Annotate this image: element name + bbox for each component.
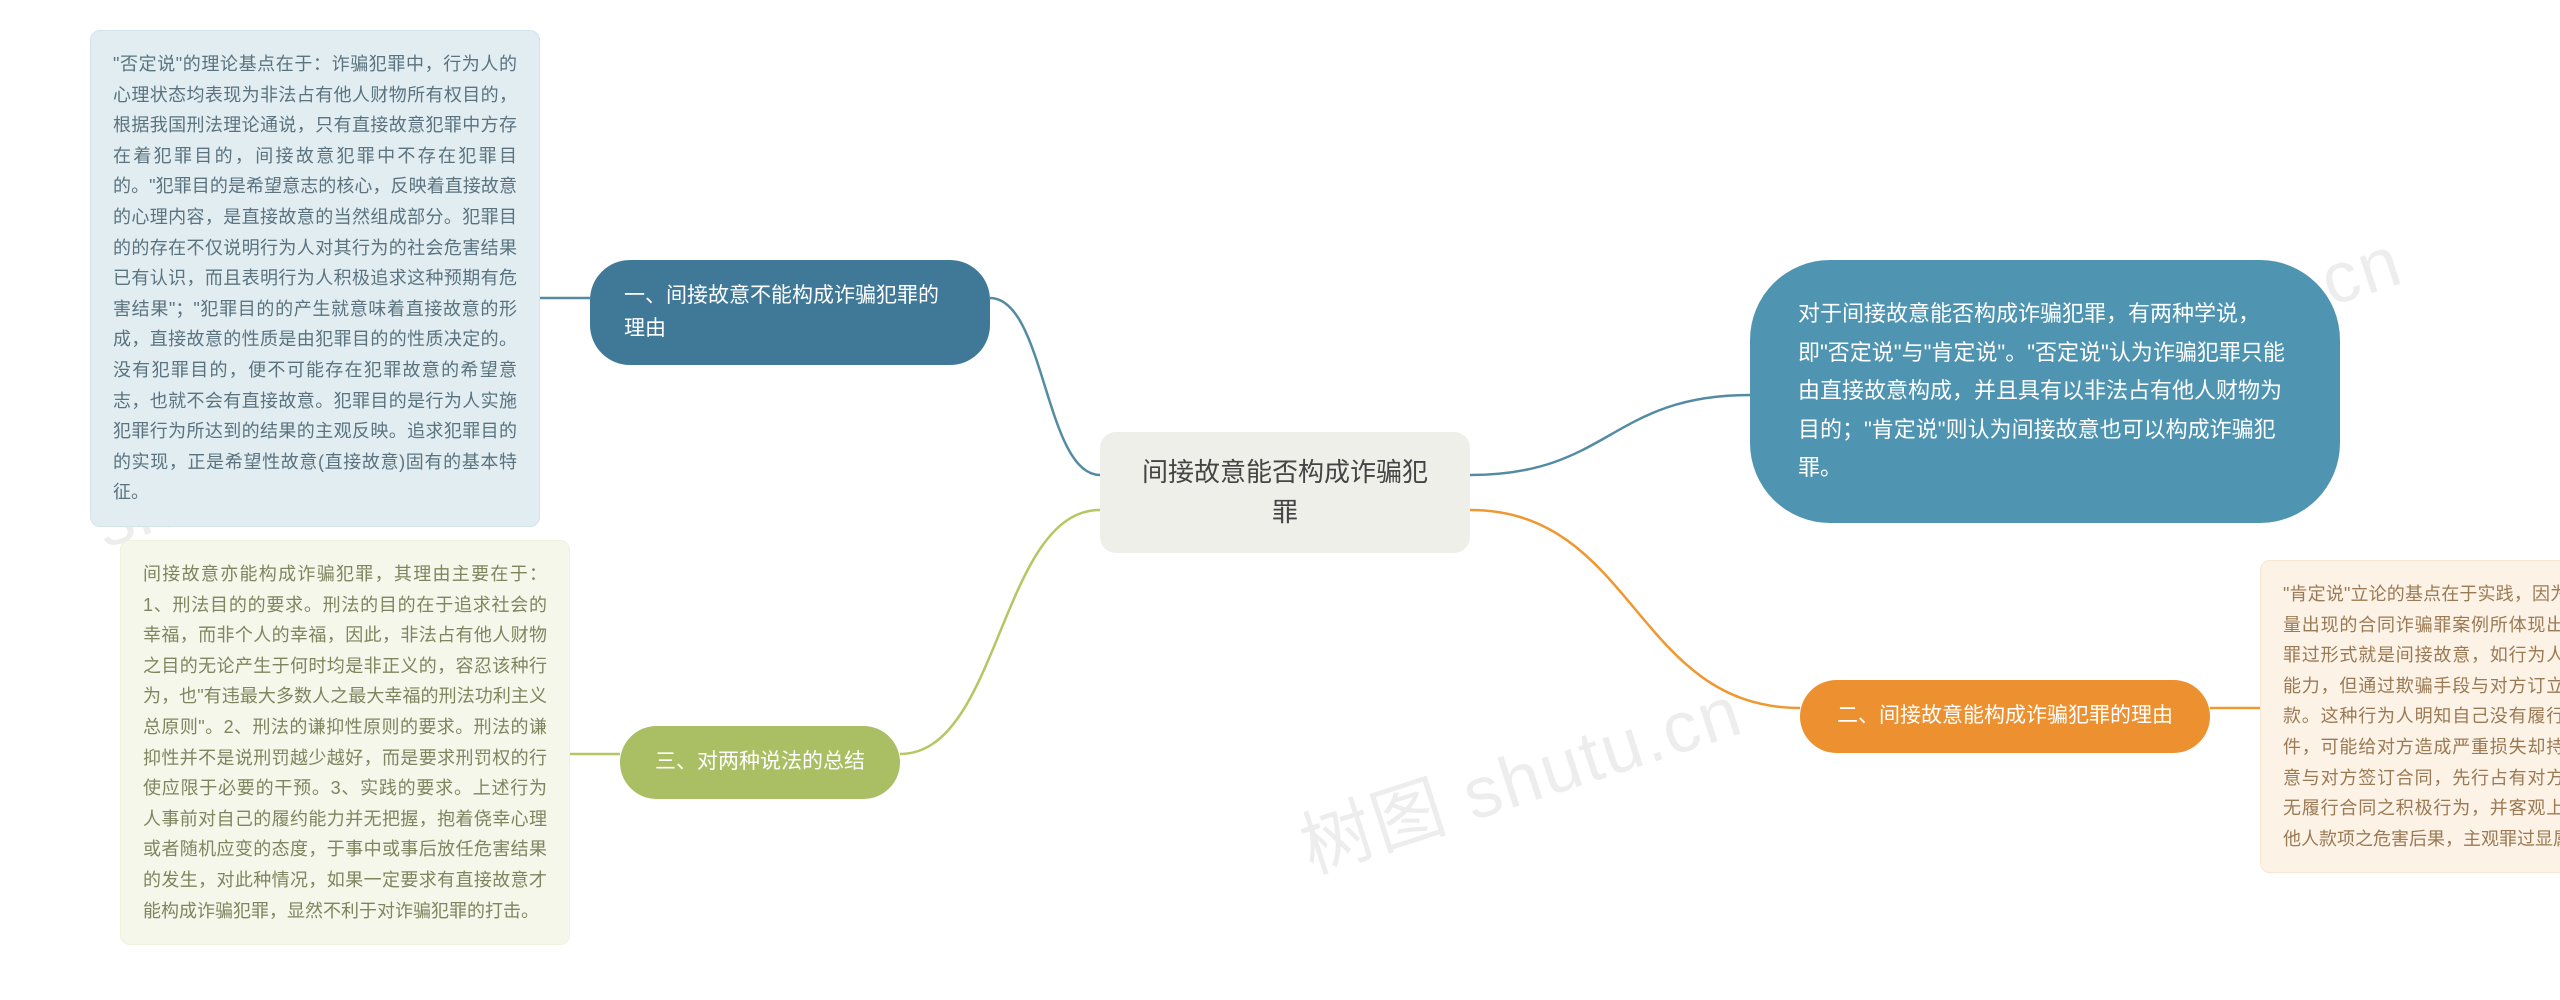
leaf-b1[interactable]: "否定说"的理论基点在于：诈骗犯罪中，行为人的心理状态均表现为非法占有他人财物所…: [90, 30, 540, 527]
connector: [1470, 510, 1800, 708]
branch-intro[interactable]: 对于间接故意能否构成诈骗犯罪，有两种学说，即"否定说"与"肯定说"。"否定说"认…: [1750, 260, 2340, 523]
branch-b3[interactable]: 三、对两种说法的总结: [620, 726, 900, 799]
branch-b2[interactable]: 二、间接故意能构成诈骗犯罪的理由: [1800, 680, 2210, 753]
connector: [900, 510, 1100, 754]
connector: [990, 298, 1100, 475]
connector: [1470, 395, 1750, 475]
leaf-b2[interactable]: "肯定说"立论的基点在于实践，因为司法实践中大量出现的合同诈骗罪案例所体现出来的…: [2260, 560, 2560, 873]
leaf-b3[interactable]: 间接故意亦能构成诈骗犯罪，其理由主要在于：1、刑法目的的要求。刑法的目的在于追求…: [120, 540, 570, 945]
watermark: 树图 shutu.cn: [1285, 652, 1753, 893]
center-topic[interactable]: 间接故意能否构成诈骗犯罪: [1100, 432, 1470, 553]
branch-b1[interactable]: 一、间接故意不能构成诈骗犯罪的理由: [590, 260, 990, 365]
